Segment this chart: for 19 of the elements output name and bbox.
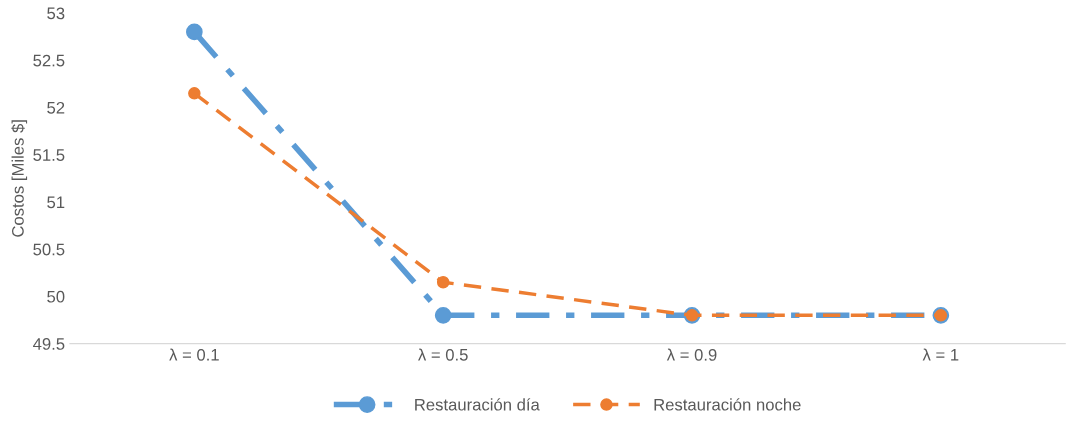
y-tick-label: 51.5: [33, 149, 65, 161]
legend-label: Restauración noche: [654, 398, 801, 411]
point: [188, 87, 201, 100]
x-tick-label: λ = 0.5: [418, 348, 468, 361]
x-tick-label: λ = 0.1: [169, 348, 219, 361]
point: [434, 306, 452, 324]
y-tick-label: 52: [47, 101, 65, 114]
y-tick-label: 49.5: [33, 338, 65, 350]
y-axis-title: Costos [Miles $]: [11, 120, 28, 237]
y-tick-label: 52.5: [33, 54, 65, 67]
y-tick-label: 53: [47, 7, 65, 20]
point: [436, 276, 450, 289]
y-tick-label: 50.5: [33, 243, 65, 256]
legend-label: Restauración día: [415, 398, 540, 411]
x-tick-label: λ = 1: [922, 348, 959, 361]
x-tick-label: λ = 0.9: [666, 348, 717, 361]
y-tick-label: 50: [47, 290, 65, 303]
y-tick-label: 51: [47, 196, 65, 209]
point: [186, 23, 203, 41]
